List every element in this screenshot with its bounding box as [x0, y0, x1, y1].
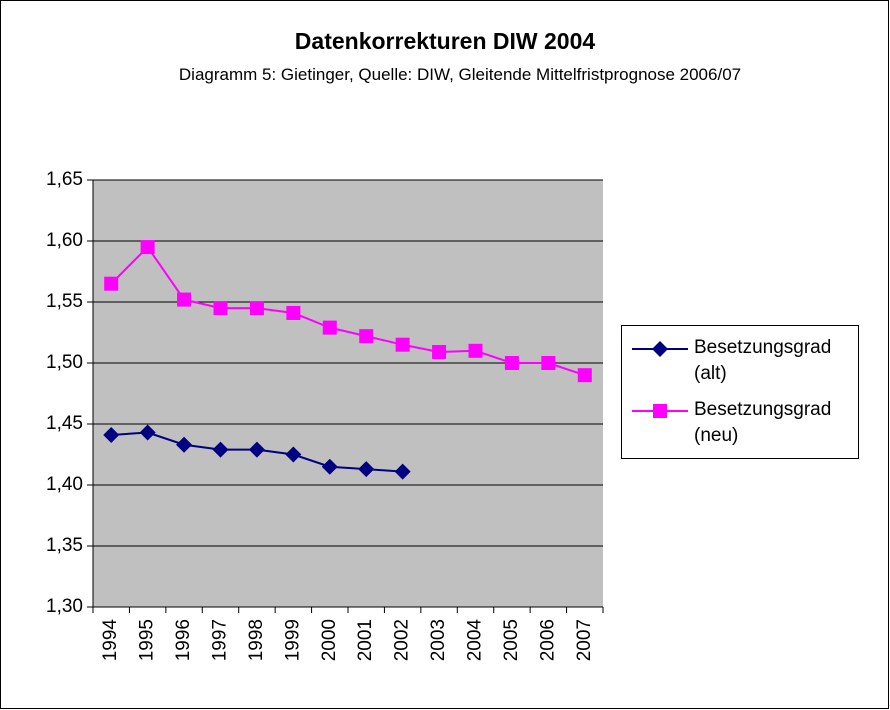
marker [577, 368, 592, 383]
y-tick-label: 1,50 [46, 352, 83, 373]
x-tick-label: 1996 [173, 619, 194, 661]
marker [249, 301, 264, 316]
marker [394, 463, 411, 480]
marker [213, 301, 228, 316]
marker [103, 426, 120, 443]
marker [395, 337, 410, 352]
chart-subtitle: Diagramm 5: Gietinger, Quelle: DIW, Glei… [178, 65, 742, 84]
marker [285, 446, 302, 463]
legend-marker [652, 341, 668, 357]
plot-area [93, 180, 603, 607]
x-tick-label: 2006 [537, 619, 558, 661]
legend-label: Besetzungsgrad (neu) [694, 399, 832, 446]
y-tick-label: 1,55 [46, 291, 83, 312]
y-tick-label: 1,45 [46, 413, 83, 434]
marker [176, 436, 193, 453]
x-tick-label: 1994 [100, 619, 121, 662]
y-tick-label: 1,65 [46, 169, 83, 190]
y-tick-label: 1,30 [46, 596, 83, 617]
x-tick-label: 1999 [282, 619, 303, 661]
marker [468, 343, 483, 358]
x-tick-label: 2000 [319, 619, 340, 661]
x-tick-label: 1995 [137, 619, 158, 661]
x-tick-label: 2002 [392, 619, 413, 661]
y-tick-label: 1,60 [46, 230, 83, 251]
marker [286, 305, 301, 320]
marker [177, 292, 192, 307]
marker [359, 329, 374, 344]
marker [248, 441, 265, 458]
marker [140, 240, 155, 255]
chart-title: Datenkorrekturen DIW 2004 [294, 28, 596, 54]
legend-label: Besetzungsgrad (alt) [694, 337, 832, 384]
x-tick-label: 1998 [246, 619, 267, 661]
x-tick-label: 2007 [574, 619, 595, 661]
x-tick-label: 2004 [465, 619, 486, 662]
legend-marker [653, 404, 667, 418]
y-tick-label: 1,40 [46, 474, 83, 495]
y-tick-label: 1,35 [46, 535, 83, 556]
marker [432, 345, 447, 360]
x-tick-label: 2003 [428, 619, 449, 661]
x-tick-label: 2005 [501, 619, 522, 661]
marker [212, 441, 229, 458]
x-tick-label: 2001 [355, 619, 376, 661]
marker [504, 356, 519, 370]
x-tick-label: 1997 [210, 619, 231, 661]
marker [322, 320, 337, 335]
legend-keys [632, 341, 688, 418]
marker [541, 356, 556, 370]
marker [321, 458, 338, 475]
marker [358, 461, 375, 478]
legend: Besetzungsgrad (alt) Besetzungsgrad (neu) [621, 325, 859, 459]
marker [104, 276, 119, 291]
marker [139, 424, 156, 441]
